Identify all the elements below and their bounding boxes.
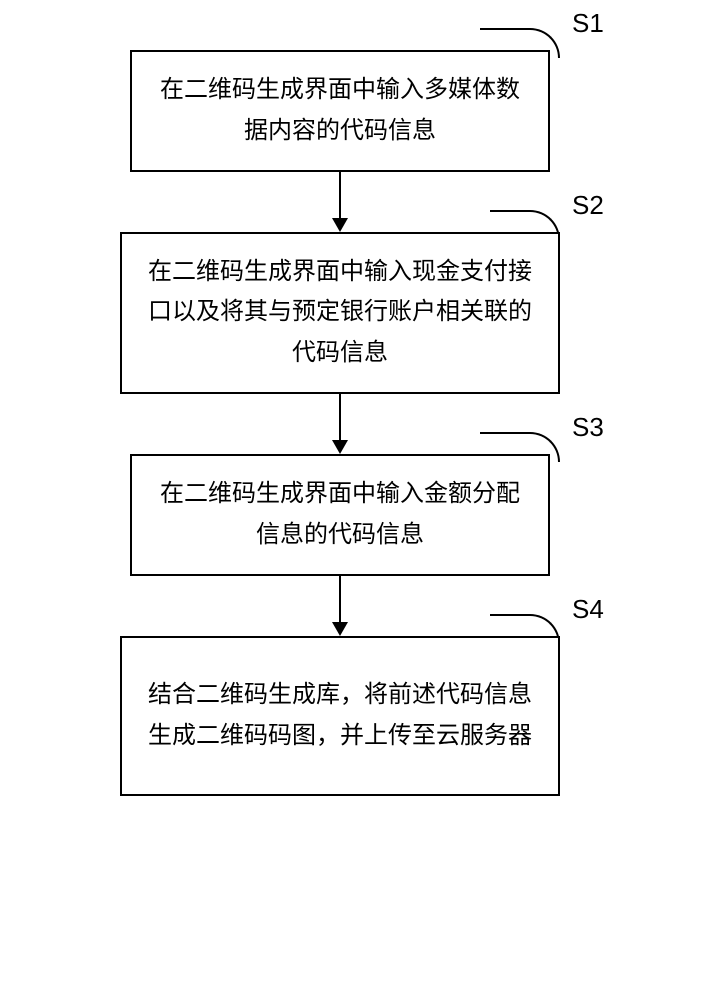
flowchart-node-s4: 结合二维码生成库，将前述代码信息生成二维码码图，并上传至云服务器	[120, 636, 560, 796]
step-label-s4: S4	[572, 594, 604, 625]
flowchart-container: S1 在二维码生成界面中输入多媒体数据内容的代码信息 S2 在二维码生成界面中输…	[60, 50, 620, 796]
arrow-line	[339, 172, 341, 220]
node-text-s4: 结合二维码生成库，将前述代码信息生成二维码码图，并上传至云服务器	[122, 657, 558, 775]
arrow-line	[339, 576, 341, 624]
flowchart-node-s2: 在二维码生成界面中输入现金支付接口以及将其与预定银行账户相关联的代码信息	[120, 232, 560, 394]
arrow-head-icon	[332, 622, 348, 636]
flowchart-node-s1: 在二维码生成界面中输入多媒体数据内容的代码信息	[130, 50, 550, 172]
step-label-s2: S2	[572, 190, 604, 221]
node-text-s1: 在二维码生成界面中输入多媒体数据内容的代码信息	[132, 52, 548, 170]
arrow-head-icon	[332, 218, 348, 232]
arrow-head-icon	[332, 440, 348, 454]
node-text-s2: 在二维码生成界面中输入现金支付接口以及将其与预定银行账户相关联的代码信息	[122, 234, 558, 392]
node-text-s3: 在二维码生成界面中输入金额分配信息的代码信息	[132, 456, 548, 574]
step-label-s1: S1	[572, 8, 604, 39]
arrow-line	[339, 394, 341, 442]
step-label-s3: S3	[572, 412, 604, 443]
flowchart-node-s3: 在二维码生成界面中输入金额分配信息的代码信息	[130, 454, 550, 576]
